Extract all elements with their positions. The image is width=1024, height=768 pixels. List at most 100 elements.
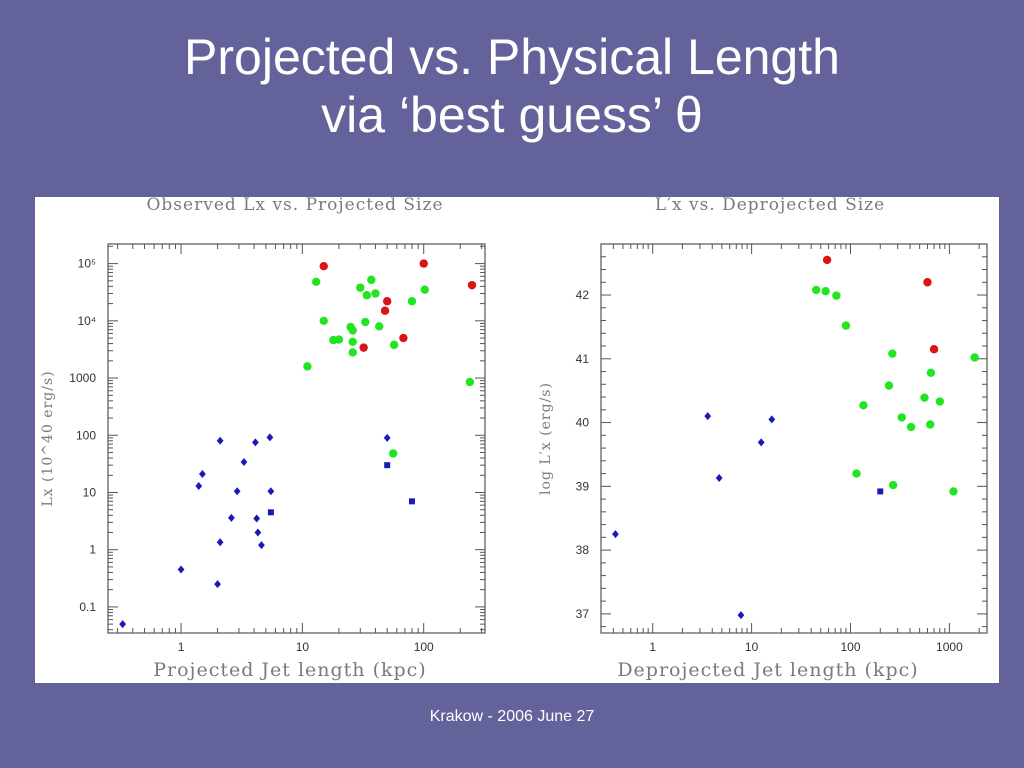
data-point (467, 280, 477, 290)
data-point (383, 433, 391, 442)
data-point (253, 514, 261, 523)
y-tick-label: 40 (576, 416, 590, 430)
data-point (266, 433, 274, 442)
data-point (704, 412, 712, 421)
data-point (897, 413, 906, 422)
data-point (935, 397, 945, 406)
data-point (877, 488, 884, 495)
data-point (926, 368, 936, 378)
chart-1: Observed Lx vs. Projected Size 1 10 100 0.1 1… (40, 197, 486, 681)
data-point (757, 438, 765, 447)
data-point (177, 565, 185, 574)
data-point (119, 620, 127, 629)
y-tick-label: 1 (89, 543, 96, 557)
y-tick-label: 10⁵ (78, 257, 96, 271)
data-point (737, 611, 745, 620)
data-point (715, 474, 723, 483)
y-tick-label: 100 (76, 428, 96, 442)
y-tick-label: 0.1 (79, 600, 96, 614)
data-point (465, 377, 475, 387)
y-tick-label: 1000 (69, 371, 96, 385)
data-point (348, 326, 357, 335)
data-point (929, 345, 939, 354)
data-point (884, 381, 894, 390)
data-point (214, 580, 221, 589)
y-tick-label: 10⁴ (77, 314, 96, 328)
data-point (348, 337, 357, 346)
y-tick-label: 42 (576, 288, 590, 302)
plot-frame (600, 243, 988, 634)
data-point (303, 362, 312, 371)
y-tick-label: 10 (83, 485, 97, 499)
x-tick-label: 1000 (936, 640, 963, 654)
figure-panel: Observed Lx vs. Projected Size 1 10 100 0.1 1… (35, 197, 999, 683)
y-tick-label: 39 (576, 479, 590, 493)
data-point (923, 278, 932, 287)
x-tick-label: 100 (414, 640, 434, 654)
data-point (859, 401, 868, 410)
x-tick-label: 10 (296, 640, 310, 654)
x-tick-label: 1 (649, 640, 656, 654)
data-point (399, 333, 408, 343)
charts-svg: Observed Lx vs. Projected Size 1 10 100 0.1 1… (40, 197, 988, 681)
data-point (768, 415, 776, 424)
x-tick-label: 10 (745, 640, 759, 654)
x-tick-label: 1 (178, 640, 185, 654)
data-point (920, 393, 929, 402)
data-point (267, 487, 275, 496)
data-point (821, 286, 830, 296)
slide-title-line-2: via ‘best guess’ θ (321, 87, 703, 143)
data-point (419, 259, 428, 268)
data-point (216, 538, 224, 547)
data-point (216, 436, 224, 445)
data-point (334, 335, 344, 344)
data-point (949, 487, 958, 496)
data-point (888, 480, 898, 490)
data-point (384, 462, 391, 469)
data-point (832, 291, 841, 300)
x-axis-label: Deprojected Jet length (kpc) (617, 659, 918, 681)
data-point (389, 340, 399, 350)
data-point (319, 262, 328, 271)
data-point (375, 322, 384, 331)
data-point (822, 255, 832, 265)
data-point (195, 481, 203, 490)
y-tick-label: 41 (576, 352, 590, 366)
slide-footer: Krakow - 2006 June 27 (429, 708, 595, 725)
data-point (233, 487, 241, 496)
data-point (251, 438, 259, 447)
data-point (362, 291, 372, 300)
data-point (348, 348, 357, 357)
data-point (812, 285, 821, 295)
x-tick-label: 100 (840, 640, 860, 654)
data-point (356, 283, 365, 292)
data-point (906, 422, 916, 432)
y-axis-label: Lx (10^40 erg/s) (40, 370, 56, 506)
data-point (926, 420, 935, 429)
y-axis-label: log L′x (erg/s) (538, 382, 554, 495)
data-point (319, 316, 328, 326)
data-point (361, 317, 370, 327)
data-point (380, 306, 390, 315)
data-point (841, 321, 851, 330)
data-point (199, 470, 206, 479)
data-point (970, 353, 979, 362)
plot-frame (107, 243, 486, 634)
data-point (254, 528, 262, 537)
data-point (420, 285, 429, 294)
chart-title: Observed Lx vs. Projected Size (146, 197, 443, 215)
data-point (388, 449, 398, 458)
data-point (407, 297, 417, 306)
chart-title: L′x vs. Deprojected Size (655, 197, 885, 215)
data-point (382, 297, 392, 306)
slide-title: Projected vs. Physical Length via ‘best … (0, 28, 1024, 144)
data-point (267, 509, 274, 516)
y-tick-label: 37 (576, 607, 590, 621)
x-axis-label: Projected Jet length (kpc) (153, 659, 426, 681)
data-point (359, 343, 368, 352)
data-point (852, 469, 861, 478)
data-point (227, 513, 235, 522)
data-point (888, 349, 897, 358)
slide-title-line-1: Projected vs. Physical Length (184, 29, 840, 85)
y-tick-label: 38 (576, 543, 590, 557)
